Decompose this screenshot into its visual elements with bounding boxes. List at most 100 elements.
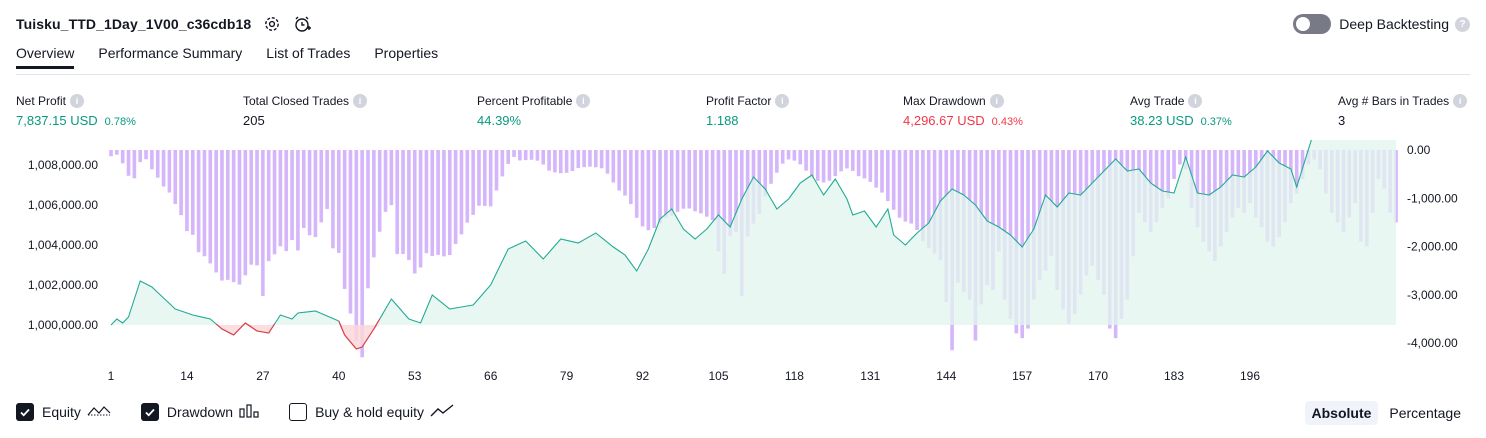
x-tick-label: 79 [560,369,574,383]
drawdown-label: Drawdown [166,404,234,420]
info-icon[interactable]: i [70,94,85,108]
info-icon[interactable]: i [353,94,368,108]
drawdown-bar [494,150,499,191]
drawdown-bar [681,150,686,209]
tab-properties[interactable]: Properties [374,45,439,61]
drawdown-bar [161,150,166,187]
percentage-button[interactable]: Percentage [1389,405,1461,421]
drawdown-bar [926,150,931,248]
drawdown-bar [453,150,458,245]
equity-negative-segment [256,330,263,333]
x-tick-label: 183 [1164,369,1184,383]
info-icon[interactable]: i [1188,94,1203,108]
deep-backtesting-toggle[interactable] [1293,14,1332,34]
legend-equity[interactable]: Equity [16,403,111,421]
equity-label: Equity [42,404,81,420]
equity-negative-segment [344,334,351,343]
buy-hold-checkbox[interactable] [289,403,308,421]
y-left-tick-label: 1,008,000.00 [28,158,98,172]
stat-value: 44.39% [477,113,522,128]
legend-drawdown[interactable]: Drawdown [140,403,259,421]
drawdown-bar [167,150,172,193]
drawdown-bar [243,150,248,276]
info-icon[interactable]: i [989,94,1004,108]
drawdown-bar [757,150,762,214]
drawdown-bar [763,150,767,197]
y-right-tick-label: -4,000.00 [1407,336,1458,350]
x-tick-label: 66 [484,369,498,383]
drawdown-bar [360,150,364,358]
drawdown-bar [418,150,423,268]
strategy-name[interactable]: Tuisku_TTD_1Day_1V00_c36cdb18 [16,16,252,32]
drawdown-bar [190,150,195,235]
drawdown-bar [991,150,995,290]
drawdown-bar [459,150,464,235]
tab-performance-summary[interactable]: Performance Summary [98,45,243,61]
drawdown-bar [699,150,703,214]
drawdown-bar [126,150,131,176]
drawdown-bar [424,150,429,254]
drawdown-bar [769,150,773,184]
equity-negative-area [111,325,1396,349]
drawdown-bar [401,150,405,254]
drawdown-bar [605,150,610,174]
equity-negative-segment [268,323,276,334]
drawdown-bar [120,150,125,164]
drawdown-bar [868,150,873,182]
drawdown-bar [886,150,890,202]
stat-value: 4,296.67 USD [903,113,985,128]
stat-percent: 0.43% [991,116,1023,128]
drawdown-bar [646,150,651,231]
drawdown-bar [272,150,277,255]
drawdown-bar [535,150,540,161]
legend-buy-hold[interactable]: Buy & hold equity [289,403,454,421]
drawdown-bar [897,150,902,218]
equity-negative-segment [356,346,363,350]
equity-negative-segment [250,326,258,332]
value-mode-switch: Absolute Percentage [1301,401,1469,425]
info-icon[interactable]: i [775,94,790,108]
x-tick-label: 14 [180,369,194,383]
equity-negative-segment [350,341,357,350]
equity-checkbox[interactable] [16,403,34,421]
drawdown-bar [395,150,400,254]
strategy-header: Tuisku_TTD_1Day_1V00_c36cdb18 [16,13,312,35]
drawdown-bar [366,150,370,289]
drawdown-bar [593,150,598,168]
drawdown-bar [658,150,662,224]
drawdown-bar [290,150,294,241]
drawdown-bar [921,150,925,242]
drawdown-bar [775,150,779,173]
deep-backtesting-control: Deep Backtesting ? [1293,13,1470,35]
drawdown-bar [115,150,119,155]
absolute-button[interactable]: Absolute [1304,401,1379,425]
drawdown-bar [728,150,732,237]
x-tick-label: 40 [332,369,346,383]
stat-percent-profitable: Percent Profitable i 44.39% [477,93,591,128]
tab-list-of-trades[interactable]: List of Trades [266,45,351,61]
drawdown-bar [862,150,867,179]
drawdown-bar [623,150,627,196]
drawdown-bar [880,150,884,193]
drawdown-bar [477,150,481,206]
drawdown-bar [669,150,674,216]
help-icon[interactable]: ? [1455,16,1470,32]
drawdown-bar [815,150,820,181]
stat-avg-trade: Avg Trade i 38.23 USD 0.37% [1130,93,1232,128]
drawdown-bar [985,150,989,286]
tab-overview[interactable]: Overview [16,45,75,69]
settings-gear-icon[interactable] [263,15,281,33]
y-left-tick-label: 1,004,000.00 [28,238,98,252]
x-tick-label: 170 [1088,369,1108,383]
alarm-clock-add-icon[interactable] [293,15,312,33]
drawdown-bar [786,150,791,160]
drawdown-bar [1195,150,1200,228]
drawdown-bar [284,150,289,252]
info-icon[interactable]: i [576,94,591,108]
info-icon[interactable]: i [1453,94,1468,108]
drawdown-bar [780,150,785,164]
drawdown-checkbox[interactable] [140,403,159,421]
equity-negative-segment [361,337,369,348]
equity-negative-segment [233,328,240,336]
toggle-knob [1296,17,1311,31]
